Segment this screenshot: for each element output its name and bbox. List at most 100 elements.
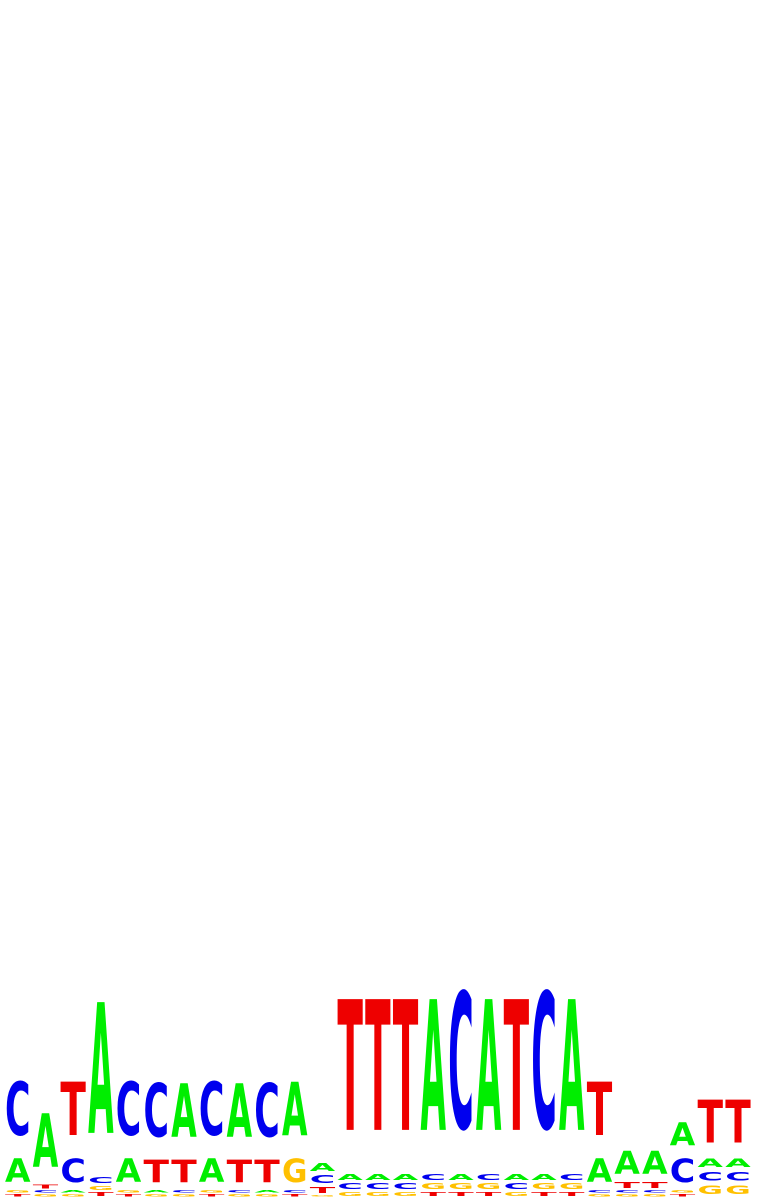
logo-letter-g: G [199,1190,224,1193]
logo-letter-t: T [614,1181,640,1190]
logo-letter-t: T [365,964,390,1173]
logo-letter-c: C [282,1190,308,1194]
logo-letter-a: A [171,1069,197,1154]
logo-letter-a: A [725,1156,751,1170]
logo-letter-g: G [504,1191,529,1197]
logo-letter-t: T [310,1186,336,1195]
logo-letter-c: C [476,1173,502,1182]
logo-letter-a: A [282,1068,308,1153]
logo-letter-g: G [144,1194,169,1197]
logo-letter-g: G [337,1191,362,1197]
logo-letter-c: C [227,1190,253,1194]
logo-letter-t: T [254,1155,280,1191]
logo-letter-a: A [476,964,502,1173]
logo-letter-t: T [227,1155,253,1191]
logo-letter-c: C [337,1182,363,1191]
logo-letter-g: G [171,1194,196,1197]
logo-letter-c: C [698,1170,724,1183]
logo-letter-a: A [337,1173,363,1182]
logo-letter-a: A [144,1190,169,1194]
logo-letter-g: G [642,1194,667,1197]
logo-letter-g: G [476,1182,501,1191]
logo-letter-c: C [116,1068,141,1152]
logo-letter-a: A [227,1069,253,1154]
logo-letter-a: A [365,1173,391,1182]
logo-letter-a: A [698,1156,724,1170]
logo-letter-c: C [670,1152,696,1189]
logo-letter-c: C [171,1190,197,1194]
logo-letter-g: G [531,1182,556,1191]
logo-letter-a: A [60,1190,85,1194]
logo-letter-g: G [448,1182,473,1191]
logo-letter-a: A [670,1116,696,1153]
logo-letter-g: G [670,1190,695,1193]
logo-letter-t: T [5,1193,31,1197]
logo-letter-g: G [559,1182,584,1191]
logo-letter-t: T [33,1184,60,1190]
logo-letter-c: C [531,954,557,1172]
logo-letter-c: C [144,1070,169,1154]
logo-letter-c: C [60,1152,86,1189]
logo-letter-t: T [725,1087,751,1156]
logo-letter-c: C [33,1190,59,1194]
logo-letter-g: G [725,1183,750,1197]
logo-letter-g: G [227,1194,252,1197]
logo-letter-t: T [587,1067,613,1153]
logo-letter-a: A [614,1144,640,1181]
logo-letter-g: G [698,1183,723,1197]
logo-letter-t: T [393,964,418,1173]
logo-letter-a: A [531,1173,557,1182]
logo-letter-c: C [393,1182,419,1191]
logo-letter-t: T [670,1193,696,1197]
logo-letter-g: G [421,1182,446,1191]
logo-letter-a: A [587,1153,612,1190]
logo-letter-t: T [642,1181,668,1190]
logo-letter-c: C [504,1182,530,1191]
logo-letter-a: A [393,1173,419,1182]
logo-letter-c: C [88,1176,114,1185]
logo-letter-g: G [614,1194,639,1197]
logo-letter-c: C [559,1173,585,1182]
logo-letter-a: A [33,1099,59,1184]
logo-letter-t: T [504,964,529,1173]
logo-letter-t: T [476,1191,503,1197]
logo-letter-c: C [254,1070,279,1154]
logo-letter-a: A [559,964,585,1173]
logo-letter-a: A [116,1153,141,1190]
logo-letter-a: A [421,964,447,1173]
logo-letter-c: C [310,1174,335,1186]
logo-letter-t: T [337,964,362,1173]
logo-letter-t: T [421,1191,448,1197]
logo-letter-g: G [587,1194,612,1197]
logo-letter-t: T [698,1087,724,1156]
logo-letter-c: C [587,1190,613,1194]
logo-letter-g: G [393,1191,418,1197]
logo-letter-a: A [254,1190,279,1194]
logo-letter-t: T [559,1191,586,1197]
logo-letter-c: C [448,954,474,1172]
